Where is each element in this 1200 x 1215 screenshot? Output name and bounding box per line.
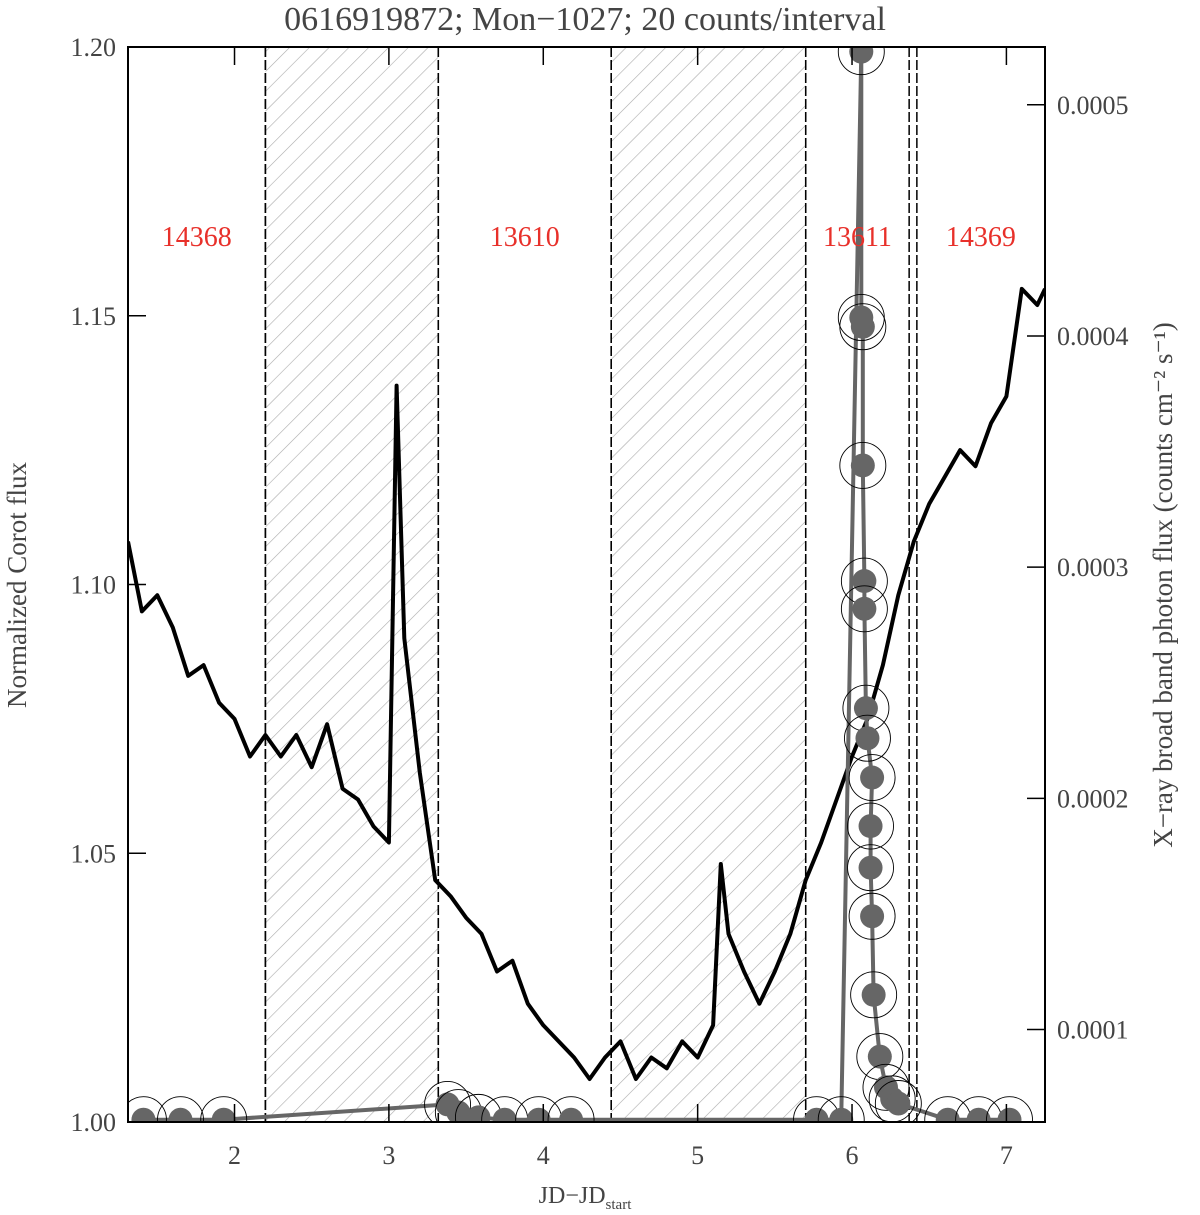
- marker-ring: [848, 892, 896, 940]
- marker: [131, 1107, 156, 1122]
- marker: [867, 1044, 892, 1069]
- plot-area: [128, 47, 1045, 1122]
- marker: [861, 982, 886, 1007]
- marker: [852, 569, 877, 594]
- y2-axis-label: X−ray broad band photon flux (counts cm⁻…: [1148, 322, 1178, 848]
- marker-ring: [848, 754, 896, 801]
- marker-ring: [128, 1096, 167, 1122]
- x-tick-label: 5: [691, 1141, 704, 1170]
- y2-tick-label: 0.0001: [1057, 1016, 1129, 1045]
- marker-ring: [862, 1063, 910, 1111]
- x-tick-label: 4: [537, 1141, 550, 1170]
- observation-label: 14368: [162, 222, 232, 253]
- marker-ring: [817, 1096, 865, 1122]
- series-line: [128, 286, 1045, 1081]
- x-axis-label-sub: start: [606, 1197, 633, 1210]
- y-tick-label: 1.05: [71, 839, 117, 868]
- marker: [997, 1107, 1022, 1122]
- y2-tick-label: 0.0002: [1057, 784, 1129, 813]
- marker: [849, 47, 874, 64]
- y-tick-label: 1.20: [71, 33, 117, 62]
- gap-hatch: [265, 47, 439, 1122]
- y-tick-label: 1.10: [71, 571, 117, 600]
- gap-hatch: [611, 47, 806, 1122]
- marker: [886, 1091, 911, 1116]
- marker-ring: [839, 441, 887, 489]
- marker-ring: [424, 1080, 472, 1122]
- marker: [466, 1105, 491, 1122]
- marker: [446, 1100, 471, 1122]
- marker-ring: [847, 844, 895, 892]
- marker-ring: [840, 585, 888, 633]
- x-axis-label-main: JD−JD: [539, 1183, 606, 1209]
- x-tick-label: 2: [228, 1141, 241, 1170]
- y2-tick-label: 0.0003: [1057, 553, 1129, 582]
- x-tick-label: 7: [1000, 1141, 1013, 1170]
- y2-tick-label: 0.0005: [1057, 91, 1129, 120]
- marker: [860, 904, 885, 929]
- marker: [855, 726, 880, 751]
- marker-ring: [839, 303, 887, 351]
- marker: [858, 855, 883, 880]
- observation-label: 13610: [490, 222, 560, 253]
- observation-label: 14369: [946, 222, 1016, 253]
- marker: [858, 814, 883, 839]
- marker: [850, 453, 875, 478]
- chart-title: 0616919872; Mon−1027; 20 counts/interval: [284, 1, 886, 38]
- y-axis-label: Normalized Corot flux: [2, 462, 32, 708]
- marker: [860, 765, 885, 790]
- marker-ring: [847, 802, 895, 850]
- marker-ring: [844, 714, 891, 762]
- marker-ring: [200, 1096, 248, 1122]
- x-tick-label: 3: [382, 1141, 395, 1170]
- marker: [559, 1107, 584, 1122]
- marker-ring: [874, 1080, 922, 1122]
- marker: [829, 1107, 854, 1122]
- marker-ring: [157, 1096, 204, 1122]
- y2-tick-label: 0.0004: [1057, 322, 1129, 351]
- y-tick-label: 1.00: [71, 1108, 117, 1137]
- marker-ring: [850, 971, 898, 1019]
- marker: [850, 314, 875, 339]
- marker: [853, 696, 878, 721]
- marker: [966, 1107, 991, 1122]
- marker-ring: [547, 1096, 595, 1122]
- marker: [804, 1107, 829, 1122]
- x-axis-label: JD−JDstart: [539, 1183, 633, 1210]
- marker: [852, 596, 877, 621]
- marker: [935, 1107, 960, 1122]
- observation-label: 13611: [823, 222, 892, 253]
- x-tick-label: 6: [846, 1141, 859, 1170]
- axes: 14368 13610 13611 14369 2 3 4 5 6 7 1.00 1.05 1.10 1.…: [71, 33, 1129, 1170]
- marker: [492, 1107, 517, 1122]
- marker: [168, 1107, 193, 1122]
- marker-ring: [986, 1096, 1033, 1122]
- marker: [526, 1107, 551, 1122]
- marker-ring: [837, 47, 885, 76]
- marker: [211, 1107, 236, 1122]
- y-tick-label: 1.15: [71, 302, 117, 331]
